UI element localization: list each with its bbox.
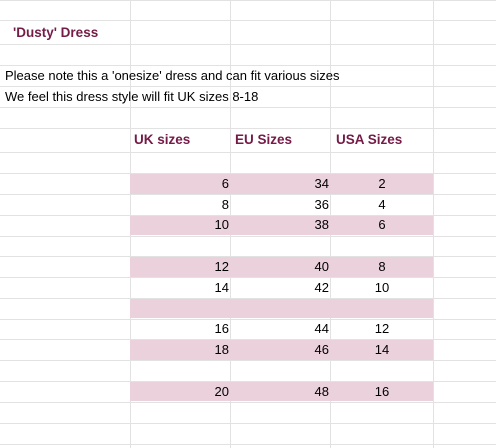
eu-size-cell[interactable]: 38	[314, 217, 329, 232]
uk-size-cell[interactable]: 14	[214, 280, 229, 295]
grid-row-line	[0, 423, 496, 424]
eu-size-cell[interactable]: 42	[314, 280, 329, 295]
grid-row-line	[0, 298, 496, 299]
eu-size-cell[interactable]: 44	[314, 321, 329, 336]
grid-row-line	[0, 65, 496, 66]
grid-column-line	[433, 0, 434, 448]
grid-row-line	[0, 194, 496, 195]
header-uk-sizes[interactable]: UK sizes	[134, 132, 191, 147]
grid-row-line	[0, 86, 496, 87]
usa-size-cell[interactable]: 10	[374, 280, 390, 295]
eu-size-cell[interactable]: 34	[314, 176, 329, 191]
grid-row-line	[0, 256, 496, 257]
dress-title[interactable]: 'Dusty' Dress	[13, 25, 99, 40]
grid-row-line	[0, 339, 496, 340]
usa-size-cell[interactable]: 8	[378, 259, 386, 274]
row-highlight	[130, 298, 433, 318]
grid-row-line	[0, 128, 496, 129]
header-usa-sizes[interactable]: USA Sizes	[336, 132, 403, 147]
eu-size-cell[interactable]: 46	[314, 342, 329, 357]
grid-row-line	[0, 44, 496, 45]
grid-row-line	[0, 215, 496, 216]
grid-row-line	[0, 20, 496, 21]
grid-row-line	[0, 236, 496, 237]
usa-size-cell[interactable]: 16	[374, 384, 390, 399]
uk-size-cell[interactable]: 12	[214, 259, 229, 274]
usa-size-cell[interactable]: 2	[378, 176, 386, 191]
row-highlight	[130, 257, 433, 277]
row-highlight	[130, 215, 433, 235]
grid-row-line	[0, 107, 496, 108]
grid-row-line	[0, 444, 496, 445]
uk-size-cell[interactable]: 16	[214, 321, 229, 336]
grid-row-line	[0, 0, 496, 1]
grid-row-line	[0, 319, 496, 320]
uk-size-cell[interactable]: 18	[214, 342, 229, 357]
uk-size-cell[interactable]: 20	[214, 384, 229, 399]
usa-size-cell[interactable]: 4	[378, 197, 386, 212]
grid-row-line	[0, 381, 496, 382]
usa-size-cell[interactable]: 14	[374, 342, 390, 357]
header-eu-sizes[interactable]: EU Sizes	[235, 132, 293, 147]
usa-size-cell[interactable]: 6	[378, 217, 386, 232]
row-highlight	[130, 381, 433, 401]
grid-row-line	[0, 277, 496, 278]
row-highlight	[130, 340, 433, 360]
grid-row-line	[0, 152, 496, 153]
eu-size-cell[interactable]: 40	[314, 259, 329, 274]
grid-row-line	[0, 173, 496, 174]
eu-size-cell[interactable]: 48	[314, 384, 329, 399]
eu-size-cell[interactable]: 36	[314, 197, 329, 212]
uk-size-cell[interactable]: 8	[221, 197, 229, 212]
uk-size-cell[interactable]: 10	[214, 217, 229, 232]
grid-row-line	[0, 402, 496, 403]
note-fit-sizes[interactable]: We feel this dress style will fit UK siz…	[5, 89, 259, 104]
note-onesize[interactable]: Please note this a 'onesize' dress and c…	[5, 68, 340, 83]
grid-row-line	[0, 360, 496, 361]
row-highlight	[130, 174, 433, 194]
usa-size-cell[interactable]: 12	[374, 321, 390, 336]
uk-size-cell[interactable]: 6	[221, 176, 229, 191]
